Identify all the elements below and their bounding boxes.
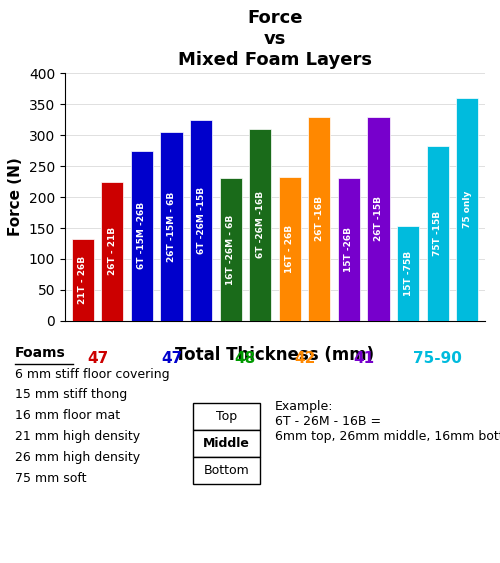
Text: 26 mm high density: 26 mm high density: [15, 451, 140, 464]
Text: 26T -15M - 6B: 26T -15M - 6B: [167, 191, 176, 262]
Text: 26T -16B: 26T -16B: [315, 196, 324, 241]
Text: 21 mm high density: 21 mm high density: [15, 430, 140, 443]
Text: Bottom: Bottom: [204, 463, 249, 477]
Text: Example:
6T - 26M - 16B =
6mm top, 26mm middle, 16mm bottom: Example: 6T - 26M - 16B = 6mm top, 26mm …: [275, 400, 500, 443]
Text: 47: 47: [87, 351, 108, 367]
Bar: [368, 117, 390, 321]
Text: 41: 41: [353, 351, 374, 367]
Text: 6T -26M -15B: 6T -26M -15B: [196, 187, 205, 254]
Text: 75-90: 75-90: [413, 351, 462, 367]
Y-axis label: Force (N): Force (N): [8, 158, 24, 236]
Text: 75 only: 75 only: [463, 191, 472, 228]
Text: 6T -26M -16B: 6T -26M -16B: [256, 191, 264, 258]
Text: 15 mm stiff thong: 15 mm stiff thong: [15, 388, 127, 401]
Text: 26T -15B: 26T -15B: [374, 196, 383, 241]
Text: 16 mm floor mat: 16 mm floor mat: [15, 409, 120, 422]
Title: Force
vs
Mixed Foam Layers: Force vs Mixed Foam Layers: [178, 9, 372, 69]
Text: 75T -15B: 75T -15B: [433, 211, 442, 256]
Text: 42: 42: [294, 351, 316, 367]
Text: 75 mm soft: 75 mm soft: [15, 472, 86, 485]
Bar: [397, 226, 419, 321]
Text: 15T -26B: 15T -26B: [344, 227, 354, 272]
Bar: [160, 132, 182, 321]
Text: Foams: Foams: [15, 346, 66, 360]
Bar: [456, 98, 478, 321]
Bar: [426, 146, 449, 321]
Text: Top: Top: [216, 409, 237, 423]
Text: 6T -15M -26B: 6T -15M -26B: [138, 202, 146, 269]
Text: Middle: Middle: [203, 436, 250, 450]
Text: 48: 48: [235, 351, 256, 367]
Bar: [220, 178, 242, 321]
Text: 47: 47: [161, 351, 182, 367]
X-axis label: Total Thickness (mm): Total Thickness (mm): [176, 346, 374, 364]
Text: 6 mm stiff floor covering: 6 mm stiff floor covering: [15, 368, 170, 381]
Bar: [190, 120, 212, 321]
Text: 21T - 26B: 21T - 26B: [78, 256, 87, 304]
Text: 15T -75B: 15T -75B: [404, 251, 412, 296]
Bar: [131, 150, 153, 321]
Bar: [308, 117, 330, 321]
Bar: [101, 181, 124, 321]
Bar: [338, 178, 360, 321]
Bar: [249, 129, 272, 321]
Bar: [72, 239, 94, 321]
Text: 16T -26M - 6B: 16T -26M - 6B: [226, 215, 235, 285]
Text: 16T - 26B: 16T - 26B: [286, 225, 294, 273]
Bar: [278, 177, 301, 321]
Text: 26T - 21B: 26T - 21B: [108, 227, 117, 275]
